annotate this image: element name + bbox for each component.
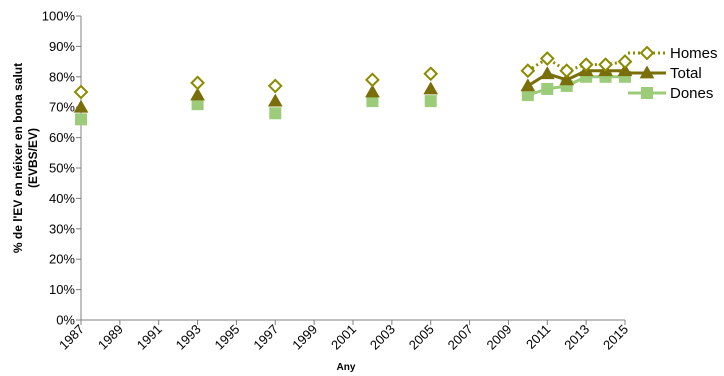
y-tick-label: 70% xyxy=(49,100,75,115)
series-homes xyxy=(73,51,633,100)
data-point-total xyxy=(520,78,536,92)
data-point-homes xyxy=(559,63,575,79)
legend-marker-total xyxy=(639,65,655,79)
x-tick-label: 1989 xyxy=(95,322,126,353)
data-point-dones xyxy=(424,95,437,108)
x-tick-label: 1993 xyxy=(173,322,204,353)
data-point-total xyxy=(539,66,555,80)
x-tick-label: 2007 xyxy=(445,322,476,353)
data-point-homes xyxy=(190,75,205,91)
x-tick-label: 2003 xyxy=(367,322,398,353)
x-tick-label: 1995 xyxy=(211,322,242,353)
y-tick-label: 100% xyxy=(42,9,76,24)
data-point-total xyxy=(365,84,380,98)
y-tick-label: 80% xyxy=(49,69,75,84)
y-tick-label: 10% xyxy=(49,282,75,297)
legend-marker-homes xyxy=(639,45,655,61)
x-tick-label: 2001 xyxy=(328,322,359,353)
series-layer xyxy=(73,51,633,126)
series-total xyxy=(73,63,633,113)
data-point-homes xyxy=(520,63,536,79)
x-tick-label: 1997 xyxy=(250,322,281,353)
x-tick-label: 2013 xyxy=(561,322,592,353)
y-tick-label: 30% xyxy=(49,221,75,236)
x-axis-title: Any xyxy=(337,362,356,373)
x-tick-label: 2015 xyxy=(600,322,631,353)
y-axis-title-line1: % de l'EV en néixer en bona salut xyxy=(11,63,25,253)
data-point-homes xyxy=(267,78,283,94)
data-point-total xyxy=(73,99,89,113)
y-tick-label: 40% xyxy=(49,191,75,206)
legend: Homes Total Dones xyxy=(628,45,718,102)
x-tick-label: 2005 xyxy=(406,322,437,353)
data-point-homes xyxy=(73,84,89,100)
x-tick-label: 2009 xyxy=(483,322,514,353)
y-tick-label: 0% xyxy=(56,313,75,328)
legend-label-homes: Homes xyxy=(670,45,718,62)
series-line-homes xyxy=(527,56,626,73)
data-point-total xyxy=(267,93,283,107)
y-tick-label: 50% xyxy=(49,161,75,176)
x-tick-label: 1991 xyxy=(134,322,165,353)
y-tick-label: 20% xyxy=(49,252,75,267)
legend-label-total: Total xyxy=(670,65,702,82)
data-point-total xyxy=(190,87,205,101)
data-point-homes xyxy=(617,54,633,70)
data-point-total xyxy=(559,72,575,86)
x-tick-label: 1999 xyxy=(289,322,320,353)
data-point-homes xyxy=(598,57,613,73)
x-axis: 1987 1989 1991 1993 1995 1997 1999 2001 2003 2005… xyxy=(56,320,631,353)
data-point-homes xyxy=(423,66,439,82)
y-tick-label: 60% xyxy=(49,130,75,145)
data-point-dones xyxy=(541,82,554,95)
series-dones xyxy=(75,70,631,126)
data-point-homes xyxy=(539,51,555,66)
y-tick-label: 90% xyxy=(49,39,75,54)
data-point-dones xyxy=(75,113,87,126)
y-axis-title-line2: (EVBS/EV) xyxy=(26,128,40,188)
legend-label-dones: Dones xyxy=(670,85,713,102)
data-point-homes xyxy=(365,72,380,88)
legend-marker-dones xyxy=(641,87,653,99)
x-tick-label: 2011 xyxy=(523,322,553,352)
data-point-homes xyxy=(578,57,594,73)
data-point-total xyxy=(423,81,439,95)
y-axis: 0% 10% 20% 30% 40% 50% 60% 70% 80% 90% 100% xyxy=(42,9,81,328)
data-point-dones xyxy=(269,107,282,120)
